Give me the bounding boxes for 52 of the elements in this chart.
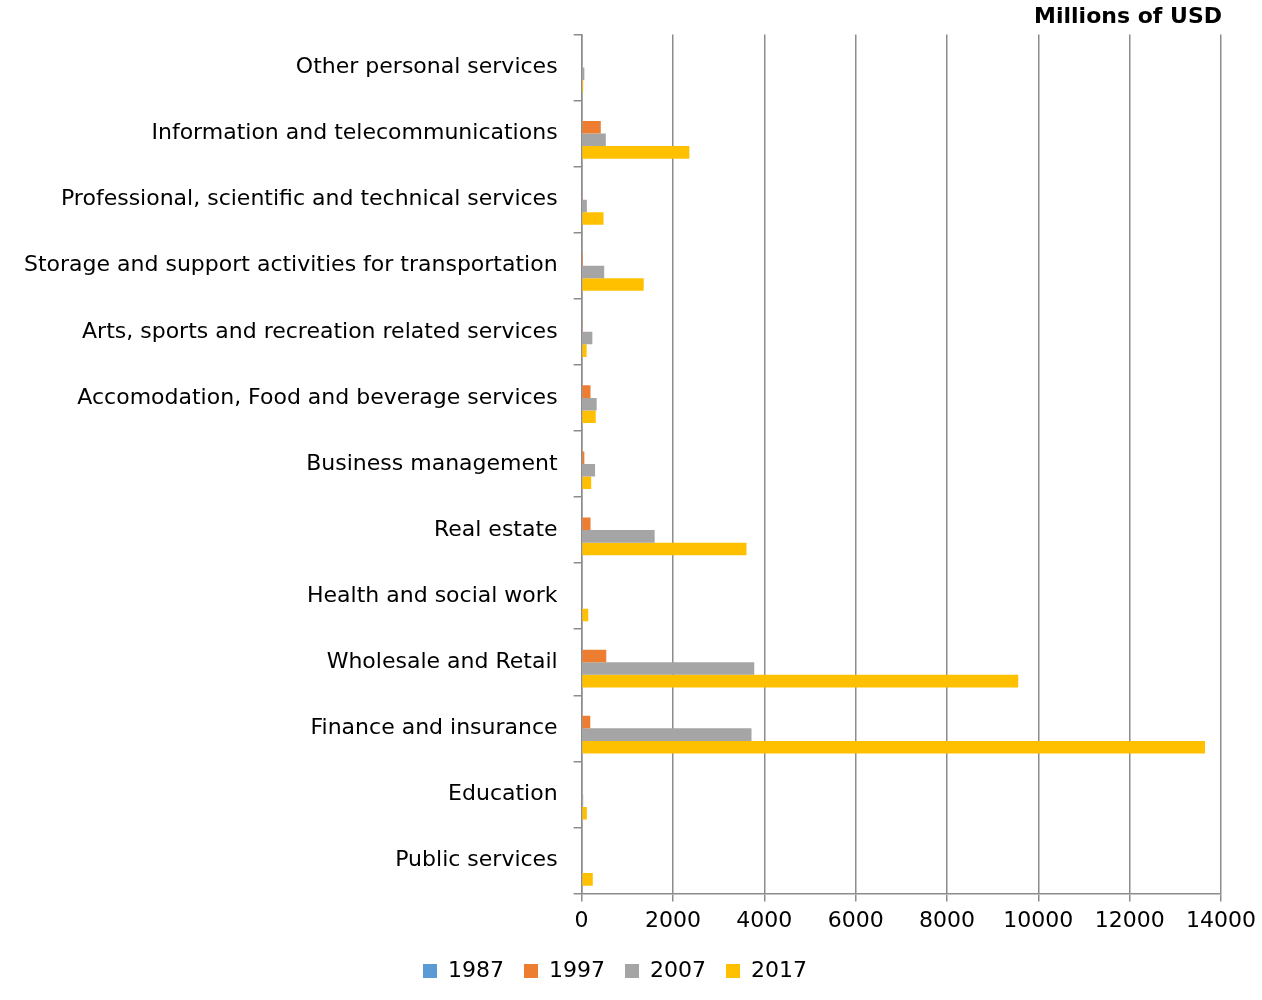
- y-tick-label: Storage and support activities for transportation: [24, 251, 558, 277]
- bar: [582, 807, 587, 820]
- bar: [582, 278, 644, 291]
- x-tick-label: 14000: [1186, 906, 1257, 932]
- bar: [582, 397, 597, 411]
- x-axis-title: Millions of USD: [1034, 2, 1222, 28]
- y-tick-label: Health and social work: [307, 581, 558, 607]
- x-tick-label: 8000: [918, 906, 975, 932]
- y-tick-label: Business management: [306, 449, 558, 475]
- legend-label: 1997: [549, 956, 606, 982]
- y-tick-label: Real estate: [433, 515, 558, 541]
- bar: [582, 530, 655, 543]
- x-tick-label: 10000: [1003, 906, 1074, 932]
- y-tick-label: Other personal services: [295, 53, 558, 79]
- bar: [582, 728, 752, 741]
- bar: [582, 265, 605, 279]
- y-tick-label: Information and telecommunications: [151, 119, 558, 145]
- bar: [582, 146, 690, 159]
- bar: [582, 517, 591, 531]
- y-tick-label: Finance and insurance: [310, 714, 558, 740]
- bar: [582, 674, 1019, 688]
- x-tick-label: 4000: [736, 906, 793, 932]
- x-tick-label: 6000: [827, 906, 884, 932]
- bar: [582, 133, 606, 147]
- legend-label: 1987: [448, 956, 505, 982]
- y-tick-label: Accomodation, Food and beverage services: [77, 383, 558, 409]
- y-tick-label: Education: [448, 780, 558, 806]
- y-tick-label: Wholesale and Retail: [326, 648, 558, 673]
- bar: [582, 662, 755, 675]
- y-tick-label: Public services: [395, 846, 558, 872]
- legend-label: 2017: [750, 956, 807, 982]
- bar: [582, 715, 591, 729]
- bar: [582, 199, 587, 213]
- bar: [582, 331, 593, 345]
- legend-label: 2007: [650, 956, 706, 982]
- y-tick-label: Arts, sports and recreation related services: [82, 317, 558, 343]
- bar: [582, 542, 747, 556]
- bar: [582, 464, 596, 477]
- x-tick-label: 2000: [644, 906, 701, 932]
- bar: [582, 476, 592, 490]
- bar: [582, 649, 607, 663]
- x-tick-label: 12000: [1094, 906, 1165, 932]
- bar: [582, 385, 591, 398]
- bar: [582, 120, 601, 134]
- bar: [582, 873, 593, 886]
- bar: [582, 212, 604, 225]
- bar: [582, 410, 596, 424]
- bar: [582, 608, 589, 622]
- x-tick-label: 0: [574, 906, 589, 932]
- bar: [582, 740, 1206, 754]
- bar: [582, 344, 587, 357]
- y-tick-label: Professional, scientific and technical services: [60, 185, 558, 211]
